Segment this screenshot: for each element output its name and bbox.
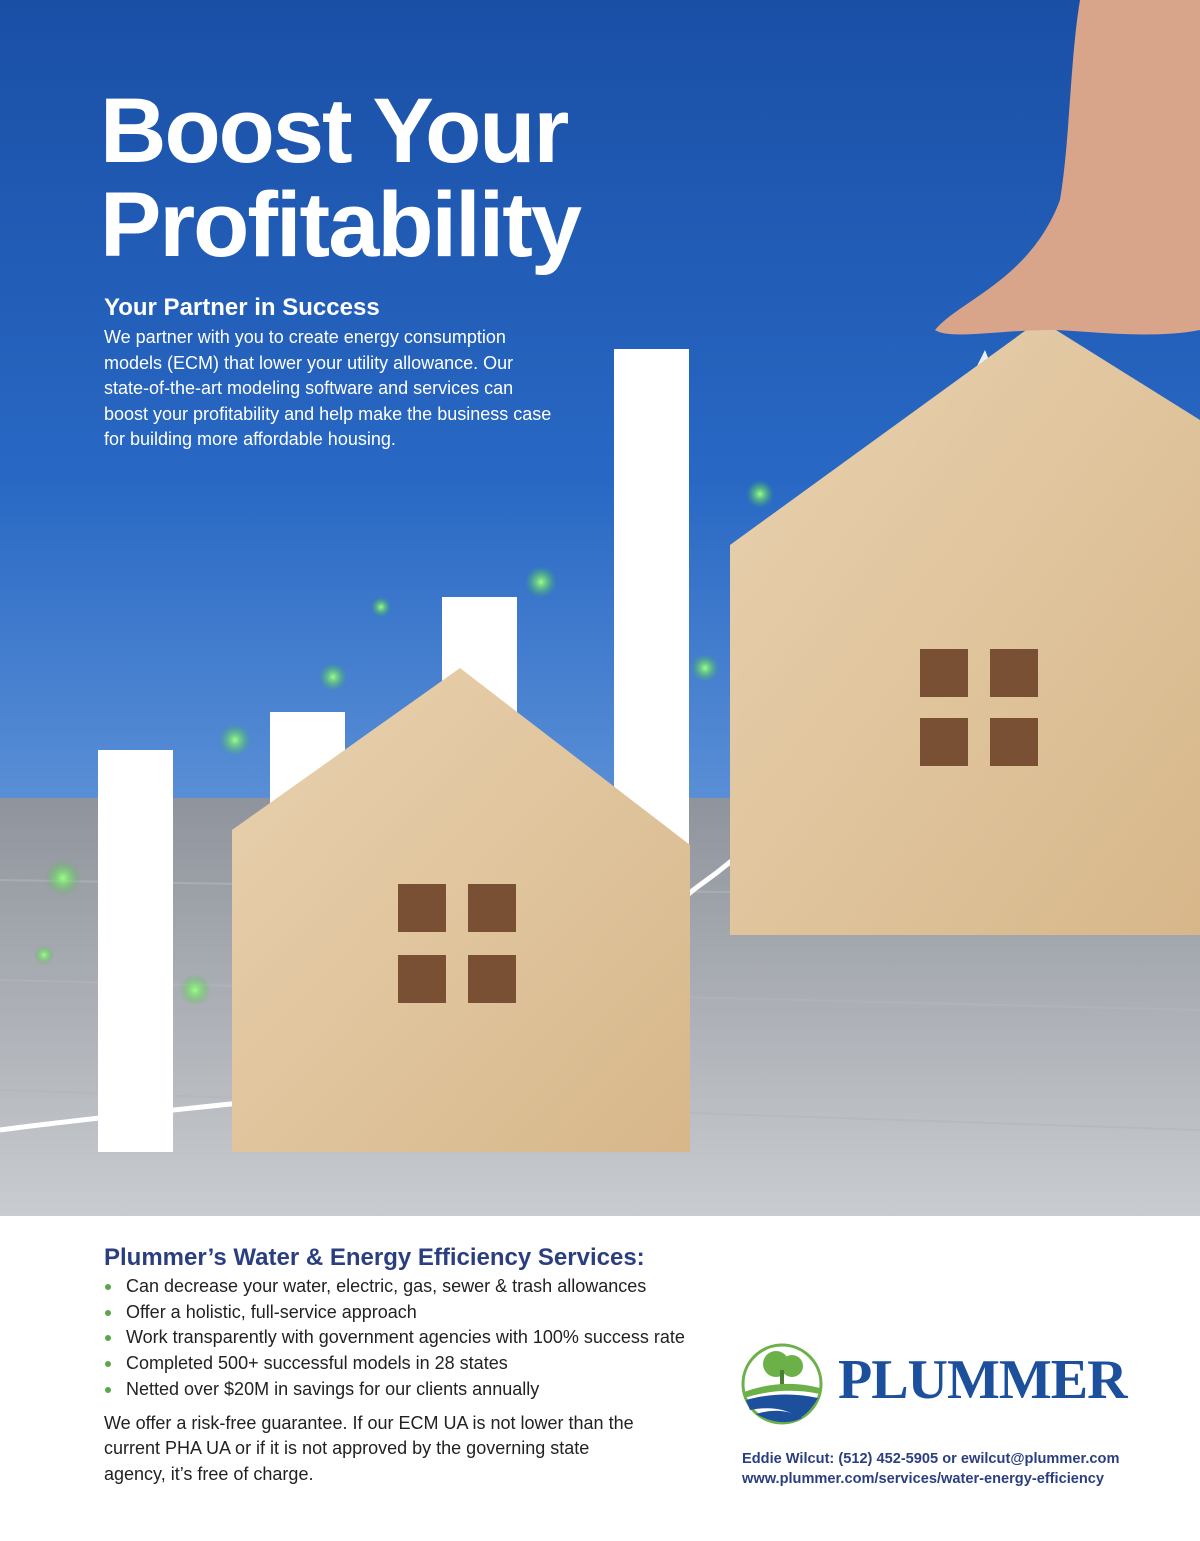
bullet-icon <box>105 1284 111 1290</box>
list-item: Offer a holistic, full-service approach <box>104 1300 704 1326</box>
tree-water-logo-icon <box>741 1343 823 1425</box>
bullet-icon <box>105 1335 111 1342</box>
list-item-text: Completed 500+ successful models in 28 s… <box>126 1353 508 1374</box>
hero-illustration <box>0 0 1200 1216</box>
hero-image: Boost Your Profitability Your Partner in … <box>0 0 1200 1216</box>
list-item-text: Offer a holistic, full-service approach <box>126 1301 417 1322</box>
bullet-icon <box>105 1386 111 1393</box>
website-link[interactable]: www.plummer.com/services/water-energy-ef… <box>742 1471 1105 1487</box>
title-line-2: Profitability <box>100 174 582 276</box>
title-line-1: Boost Your <box>100 80 569 182</box>
list-item: Can decrease your water, electric, gas, … <box>104 1274 704 1300</box>
bar <box>614 349 689 869</box>
contact-info: Eddie Wilcut: (512) 452-5905 or ewilcut@… <box>742 1449 1119 1489</box>
intro-paragraph: We partner with you to create energy con… <box>104 327 552 450</box>
list-item: Netted over $20M in savings for our clie… <box>104 1377 704 1403</box>
page-title: Boost Your Profitability <box>100 84 582 272</box>
bar <box>98 750 173 1152</box>
contact-line[interactable]: Eddie Wilcut: (512) 452-5905 or ewilcut@… <box>742 1451 1120 1467</box>
large-house <box>730 320 1200 935</box>
bullet-icon <box>105 1361 111 1368</box>
list-item: Work transparently with government agenc… <box>104 1325 704 1351</box>
services-heading: Plummer’s Water & Energy Efficiency Serv… <box>104 1244 645 1271</box>
list-item-text: Can decrease your water, electric, gas, … <box>126 1276 647 1296</box>
small-house <box>232 668 690 1152</box>
list-item-text: Netted over $20M in savings for our clie… <box>126 1378 540 1399</box>
hand <box>935 0 1200 335</box>
list-item: Completed 500+ successful models in 28 s… <box>104 1351 704 1377</box>
bullet-icon <box>105 1309 111 1316</box>
services-section: Plummer’s Water & Energy Efficiency Serv… <box>104 1244 704 1488</box>
subtitle: Your Partner in Success <box>104 294 380 321</box>
services-list: Can decrease your water, electric, gas, … <box>104 1274 704 1403</box>
plummer-logo: PLUMMER <box>740 1342 1128 1425</box>
brand-name: PLUMMER <box>838 1349 1128 1411</box>
guarantee-paragraph: We offer a risk-free guarantee. If our E… <box>104 1412 634 1484</box>
list-item-text: Work transparently with government agenc… <box>126 1327 685 1348</box>
